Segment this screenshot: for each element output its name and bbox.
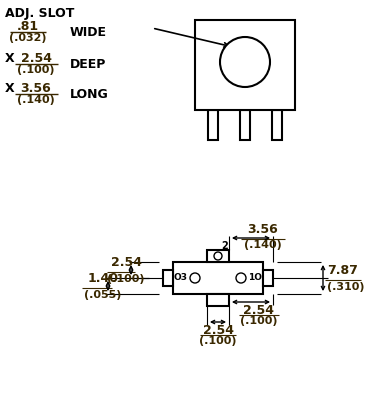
Text: X: X	[5, 52, 15, 65]
Circle shape	[236, 273, 246, 283]
Text: LONG: LONG	[70, 88, 109, 101]
Text: 1.40: 1.40	[88, 272, 118, 285]
Circle shape	[214, 252, 222, 260]
Text: 1O: 1O	[248, 274, 262, 282]
Text: 7.87: 7.87	[327, 264, 358, 277]
Text: 2.54: 2.54	[244, 304, 274, 317]
Text: (.100): (.100)	[17, 65, 55, 75]
Text: (.140): (.140)	[17, 95, 55, 105]
Bar	[163, 270, 173, 286]
Text: (.100): (.100)	[240, 316, 278, 326]
Text: 2.54: 2.54	[21, 52, 52, 65]
Text: (.032): (.032)	[9, 33, 47, 43]
Text: .81: .81	[17, 20, 39, 33]
Text: 2: 2	[221, 241, 228, 251]
Bar	[240, 110, 250, 140]
Text: WIDE: WIDE	[70, 26, 107, 39]
Bar	[208, 110, 218, 140]
Text: DEEP: DEEP	[70, 58, 106, 71]
Text: 2.54: 2.54	[203, 324, 233, 337]
Bar	[173, 262, 263, 294]
Text: (.100): (.100)	[199, 336, 237, 346]
Text: X: X	[5, 82, 15, 95]
Bar	[263, 270, 273, 286]
Text: (.140): (.140)	[244, 240, 282, 250]
Bar	[195, 20, 295, 110]
Text: O3: O3	[174, 274, 188, 282]
Text: (.055): (.055)	[84, 290, 122, 300]
Bar	[207, 250, 229, 262]
Circle shape	[190, 273, 200, 283]
Bar	[272, 110, 282, 140]
Circle shape	[220, 37, 270, 87]
Text: ADJ. SLOT: ADJ. SLOT	[5, 7, 74, 20]
Text: (.310): (.310)	[327, 282, 364, 292]
Text: 3.56: 3.56	[21, 82, 52, 95]
Text: 2.54: 2.54	[111, 256, 141, 269]
Bar	[207, 294, 229, 306]
Text: (.100): (.100)	[107, 274, 145, 284]
Text: 3.56: 3.56	[248, 223, 278, 236]
